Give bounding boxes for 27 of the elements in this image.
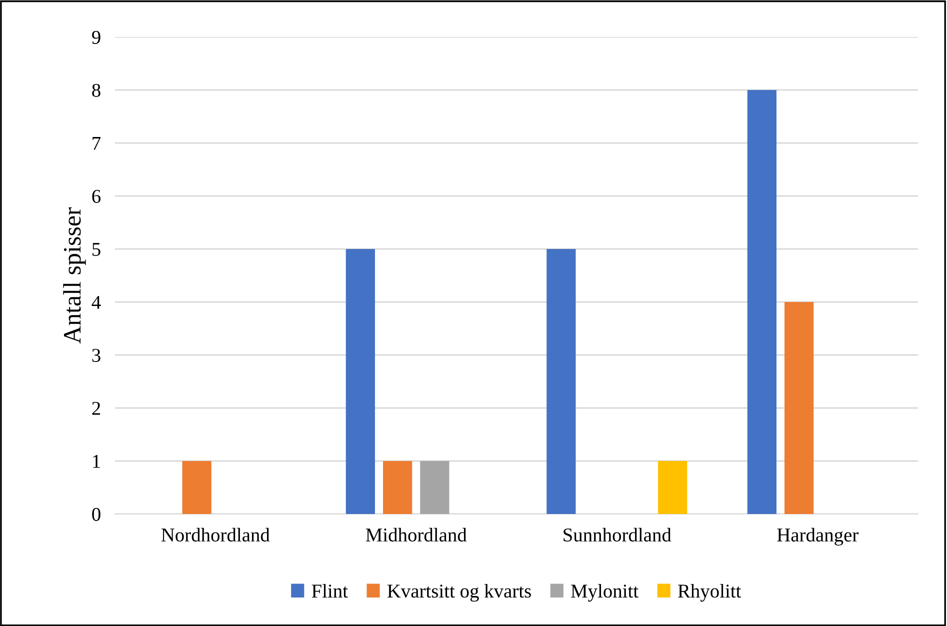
y-tick-label: 7 [92,137,101,150]
y-tick-label: 3 [92,348,100,362]
legend-label: Flint [312,584,348,598]
y-tick-label: 9 [92,30,100,44]
x-tick-label: Midhordland [366,528,467,542]
x-tick-label: Nordhordland [161,528,270,542]
bar [784,302,814,514]
legend-label: Kvartsitt og kvarts [387,584,531,602]
bar [182,461,212,514]
legend-label: Mylonitt [571,584,638,602]
x-tick-label: Sunnhordland [564,528,672,542]
bar [546,249,576,514]
x-tick-label: Hardanger [777,528,858,546]
bar [747,90,776,514]
y-tick-label: 0 [92,508,100,521]
y-tick-label: 8 [92,84,100,97]
y-tick-label: 6 [92,190,101,203]
bar [420,461,450,514]
y-tick-label: 4 [92,296,101,309]
y-tick-label: 2 [92,402,100,415]
bar [346,249,375,514]
y-axis-title: Antall spisser [63,207,86,344]
legend-label: Rhyolitt [678,584,742,602]
bar [658,461,688,514]
y-tick-label: 5 [92,243,100,256]
bar [383,461,412,514]
y-tick-label: 1 [93,454,100,468]
